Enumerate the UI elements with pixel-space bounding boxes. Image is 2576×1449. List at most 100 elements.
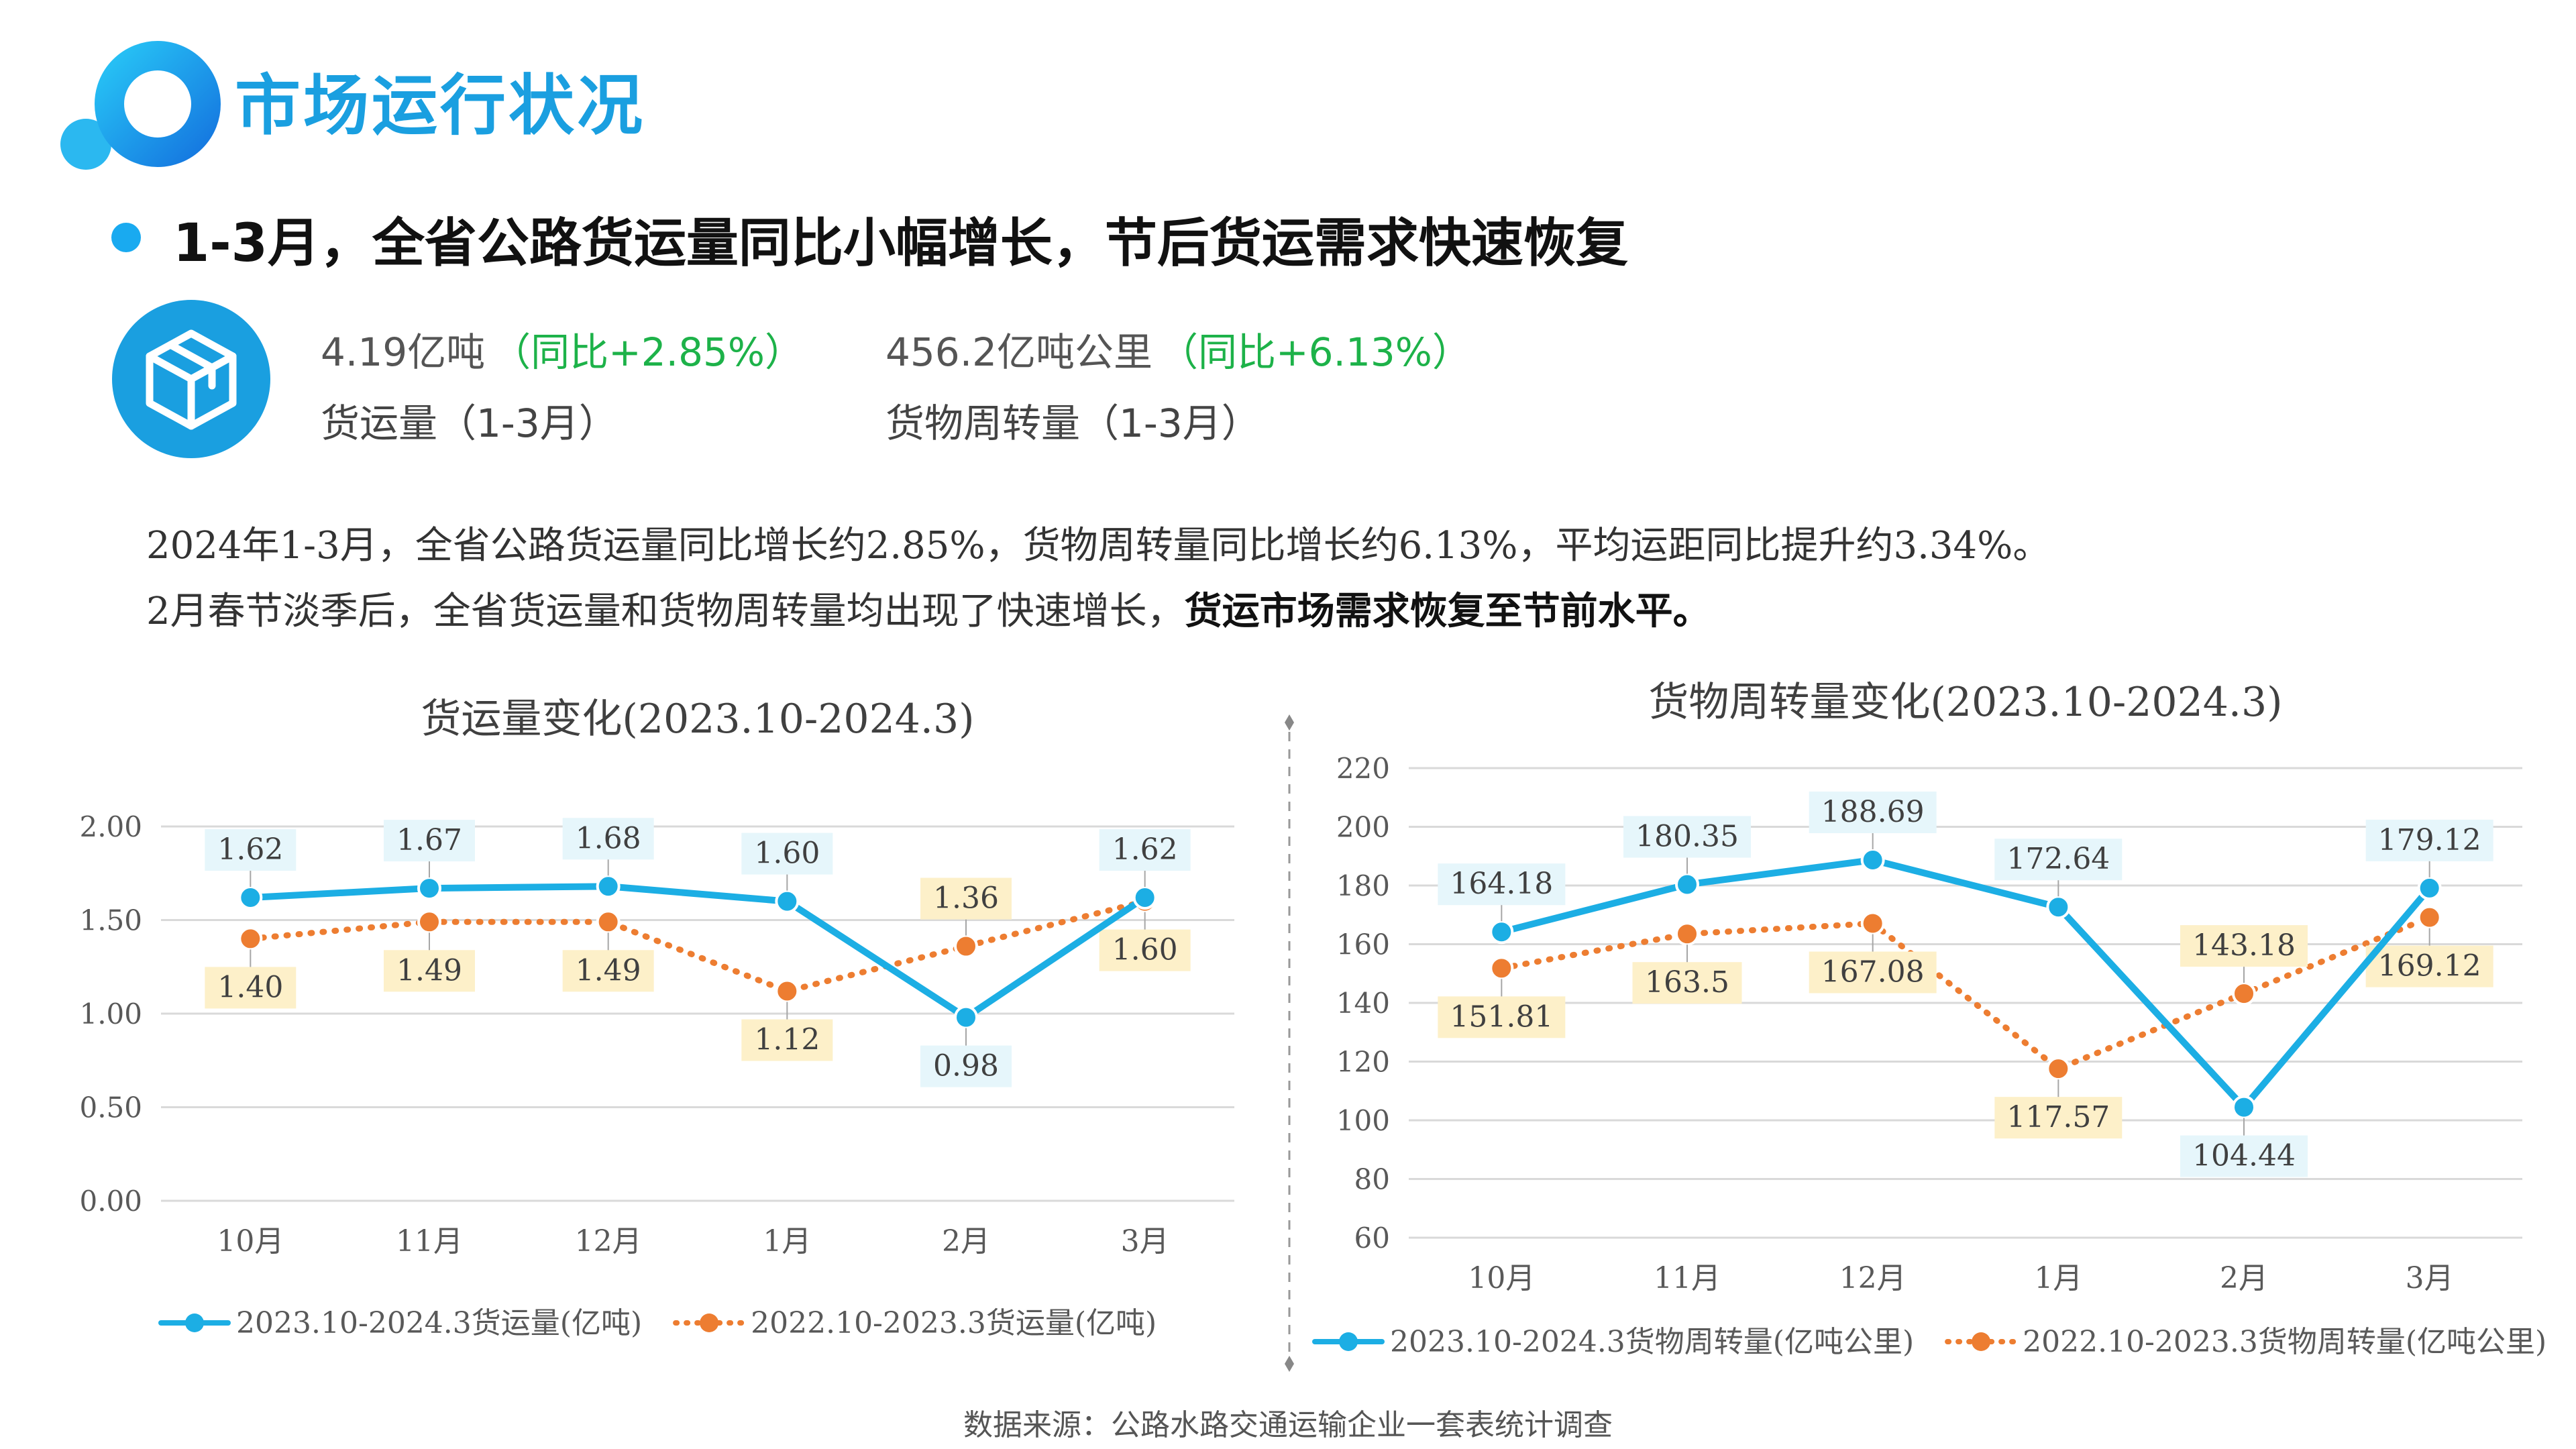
series-point-1 [775, 979, 800, 1004]
data-label-bg [384, 950, 475, 992]
kpi-value: 4.19亿吨 [321, 329, 486, 375]
series-line-0 [1498, 856, 2433, 1111]
y-tick-label: 0.00 [79, 1185, 142, 1218]
chart-svg: 货物周转量变化(2023.10-2024.3) 60 80 100 120 140 160 1… [1312, 679, 2546, 1359]
freight-turnover-chart: 货物周转量变化(2023.10-2024.3) 60 80 100 120 140 160 1… [1301, 671, 2563, 1368]
data-label: 1.40 [217, 970, 283, 1004]
data-label-bg [1438, 996, 1566, 1038]
data-label: 1.49 [396, 953, 462, 987]
legend-label: 2023.10-2024.3货运量(亿吨) [236, 1306, 642, 1340]
description-line-2-emphasis: 货运市场需求恢复至节前水平。 [1184, 590, 1711, 633]
y-tick-label: 0.50 [79, 1091, 142, 1124]
chart-divider [1285, 714, 1294, 1372]
kpi-freight-turnover: 456.2亿吨公里 （同比+6.13%） 货物周转量（1-3月） [885, 321, 1471, 448]
y-tick-label: 220 [1336, 752, 1390, 785]
y-tick-label: 140 [1336, 987, 1390, 1020]
y-tick-label: 2.00 [79, 810, 142, 843]
x-tick-label: 2月 [2220, 1261, 2268, 1295]
data-label-bg [741, 833, 833, 875]
series-point-1 [1860, 911, 1885, 936]
description-line-1: 2024年1-3月，全省公路货运量同比增长约2.85%，货物周转量同比增长约6.… [146, 524, 2051, 568]
series-point-0 [775, 889, 800, 914]
data-label: 169.12 [2378, 949, 2481, 983]
series-point-1 [596, 910, 621, 934]
data-label-bg [1809, 791, 1937, 833]
x-tick-label: 10月 [1468, 1261, 1535, 1295]
x-tick-label: 2月 [942, 1224, 990, 1258]
data-label: 117.57 [2006, 1100, 2110, 1134]
data-label: 1.60 [754, 837, 820, 871]
legend-marker [700, 1313, 719, 1332]
data-label: 1.12 [754, 1023, 820, 1057]
kpi-value: 456.2亿吨公里 [885, 329, 1153, 375]
data-label-bg [1099, 829, 1191, 871]
data-label: 179.12 [2378, 823, 2481, 857]
y-tick-label: 160 [1336, 928, 1390, 961]
y-tick-label: 120 [1336, 1046, 1390, 1079]
data-label: 167.08 [1821, 955, 1925, 989]
data-label: 1.49 [576, 953, 641, 987]
freight-volume-chart: 货运量变化(2023.10-2024.3) 0.00 0.50 1.00 1.50 2.0… [27, 684, 1275, 1368]
page-title: 市场运行状况 [235, 68, 646, 144]
chart-title: 货物周转量变化(2023.10-2024.3) [1648, 679, 2282, 726]
data-label-bg [562, 950, 654, 992]
y-tick-label: 60 [1354, 1222, 1390, 1254]
data-label-bg [920, 877, 1012, 920]
y-tick-label: 1.00 [79, 998, 142, 1030]
y-tick-label: 180 [1336, 869, 1390, 902]
data-label-bg [1438, 863, 1566, 906]
data-label-bg [1623, 816, 1751, 858]
y-tick-label: 80 [1354, 1163, 1390, 1196]
legend-marker [1972, 1332, 1991, 1351]
legend-marker [185, 1313, 204, 1332]
x-tick-label: 1月 [2034, 1261, 2082, 1295]
series-point-1 [1675, 922, 1699, 947]
kpi-yoy: （同比+2.85%） [492, 329, 804, 375]
package-box-icon [112, 300, 270, 458]
data-label-bg [2180, 1135, 2308, 1177]
data-label: 143.18 [2192, 928, 2296, 963]
x-tick-label: 12月 [575, 1224, 642, 1258]
y-tick-label: 1.50 [79, 904, 142, 937]
data-label-bg [2365, 819, 2493, 861]
data-label: 1.36 [933, 881, 999, 916]
data-label: 172.64 [2006, 842, 2110, 876]
data-label-bg [384, 820, 475, 862]
series-point-1 [2232, 981, 2256, 1006]
data-label: 1.62 [1112, 833, 1178, 867]
data-label-bg [562, 818, 654, 860]
x-tick-label: 3月 [2406, 1261, 2454, 1295]
legend-label: 2022.10-2023.3货物周转量(亿吨公里) [2023, 1325, 2546, 1359]
data-label: 0.98 [933, 1049, 999, 1083]
data-label-bg [2180, 925, 2308, 967]
legend-marker [1339, 1332, 1358, 1351]
kpi-freight-volume: 4.19亿吨 （同比+2.85%） 货运量（1-3月） [321, 321, 804, 448]
series-line-1 [1498, 914, 2433, 1072]
series-point-1 [2417, 905, 2442, 930]
description-line-2: 2月春节淡季后，全省货运量和货物周转量均出现了快速增长，货运市场需求恢复至节前水… [146, 581, 1711, 635]
series-point-1 [954, 934, 978, 959]
series-point-1 [1489, 956, 1514, 981]
series-point-0 [1675, 872, 1699, 897]
data-label-bg [205, 967, 297, 1009]
series-point-0 [1132, 885, 1157, 910]
x-tick-label: 11月 [1654, 1261, 1721, 1295]
description-line-2-text: 2月春节淡季后，全省货运量和货物周转量均出现了快速增长， [146, 590, 1185, 633]
series-point-0 [596, 874, 621, 899]
series-point-0 [2417, 875, 2442, 900]
data-label: 180.35 [1635, 819, 1739, 853]
chart-title: 货运量变化(2023.10-2024.3) [421, 696, 974, 743]
kpi-label: 货物周转量（1-3月） [885, 400, 1260, 446]
data-label: 151.81 [1450, 1000, 1553, 1034]
data-label: 1.67 [396, 823, 462, 857]
legend-label: 2022.10-2023.3货运量(亿吨) [751, 1306, 1157, 1340]
data-label: 164.18 [1450, 867, 1553, 901]
brand-ring-icon [60, 41, 221, 170]
data-label: 1.60 [1112, 933, 1178, 967]
data-label-bg [1099, 929, 1191, 971]
series-point-1 [238, 926, 263, 951]
headline: 1-3月，全省公路货运量同比小幅增长，节后货运需求快速恢复 [173, 213, 1628, 274]
data-source: 数据来源：公路水路交通运输企业一套表统计调查 [963, 1408, 1613, 1442]
data-label-bg [1994, 1097, 2123, 1139]
x-tick-label: 12月 [1839, 1261, 1907, 1295]
